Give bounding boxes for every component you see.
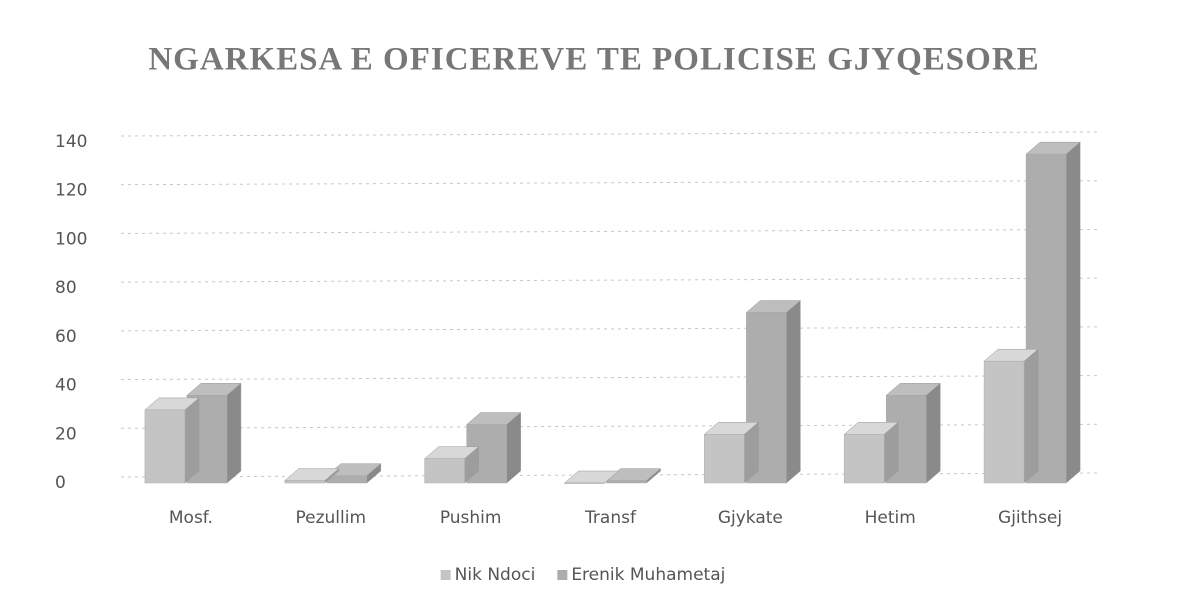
- bar-front: [983, 360, 1025, 484]
- grid-line: [120, 180, 1101, 186]
- bar: [843, 421, 899, 484]
- x-tick-label: Mosf.: [169, 508, 213, 528]
- x-tick-label: Pushim: [440, 508, 502, 528]
- bar-side: [1023, 348, 1039, 484]
- bar-side: [786, 299, 801, 484]
- bar-front: [704, 434, 745, 484]
- x-tick-label: Hetim: [865, 508, 916, 528]
- bar-side: [925, 382, 941, 484]
- bar: [144, 397, 200, 484]
- bar-side: [184, 397, 200, 484]
- legend-label: Erenik Muhametaj: [571, 565, 725, 585]
- bar: [983, 348, 1039, 484]
- bar-front: [144, 409, 186, 484]
- bar: [703, 421, 760, 484]
- grid-line: [120, 228, 1101, 234]
- legend-swatch: [440, 570, 451, 580]
- y-tick-label: 120: [55, 181, 87, 201]
- grid-line: [120, 375, 1101, 381]
- bar: [284, 468, 340, 484]
- chart-title: NGARKESA E OFICEREVE TE POLICISE GJYQESO…: [148, 42, 1039, 78]
- bar-side: [506, 411, 521, 484]
- bar-front: [326, 475, 368, 484]
- x-tick-label: Pezullim: [296, 508, 367, 528]
- bar-front: [606, 480, 647, 484]
- y-tick-label: 40: [55, 376, 77, 396]
- y-tick-label: 20: [55, 424, 77, 444]
- x-tick-label: Gjykate: [718, 508, 783, 528]
- grid-line: [120, 277, 1101, 283]
- grid-line: [120, 131, 1101, 137]
- x-tick-label: Transf: [584, 508, 637, 528]
- x-tick-label: Gjithsej: [998, 508, 1062, 528]
- grid-line: [120, 472, 1101, 478]
- bar-side: [1065, 141, 1081, 484]
- grid-line: [120, 326, 1101, 332]
- bar-front: [424, 458, 465, 484]
- bar: [563, 470, 620, 484]
- bar-front: [284, 480, 326, 484]
- bar: [423, 446, 480, 484]
- bar-front: [564, 482, 605, 484]
- y-tick-label: 140: [55, 132, 87, 152]
- y-tick-label: 60: [55, 327, 77, 347]
- y-tick-label: 0: [55, 473, 66, 493]
- grid-line: [120, 423, 1101, 429]
- legend-swatch: [557, 570, 568, 580]
- bar: [326, 463, 382, 484]
- bar: [745, 299, 802, 484]
- bar-front: [843, 434, 885, 484]
- y-tick-label: 100: [55, 229, 87, 249]
- legend-label: Nik Ndoci: [455, 565, 536, 585]
- y-tick-label: 80: [55, 278, 77, 298]
- bar-side: [226, 382, 242, 484]
